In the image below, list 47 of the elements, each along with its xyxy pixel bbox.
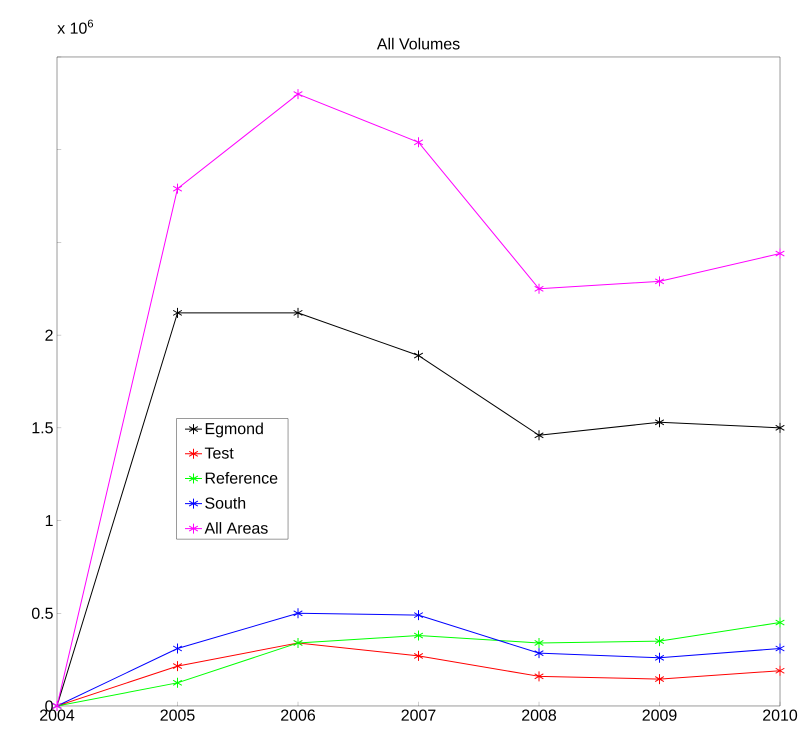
x-tick-label: 2006 <box>281 710 316 721</box>
point <box>414 610 424 621</box>
point <box>775 643 785 654</box>
legend-label: Reference <box>206 472 278 484</box>
point <box>534 670 544 682</box>
point <box>775 248 785 260</box>
x-tick-label: 2009 <box>642 710 676 721</box>
point <box>534 637 544 648</box>
point <box>775 665 785 676</box>
x-tick-label: 2004 <box>40 710 74 721</box>
y-tick-label: 2 <box>45 330 53 341</box>
point <box>654 674 664 685</box>
x-tick-label: 2008 <box>522 710 556 721</box>
y-tick-label: 1 <box>46 515 53 526</box>
legend-label: South <box>205 497 246 509</box>
legend-label: All Areas <box>204 522 268 534</box>
text: x 10$^{6}$ <box>57 20 94 34</box>
legend-label: Egmond <box>206 422 263 438</box>
x-tick-label: 2005 <box>160 710 195 721</box>
x-tick-label: 2010 <box>763 710 798 721</box>
point <box>414 350 424 362</box>
chart-title: All Volumes <box>376 38 460 50</box>
y-tick-label: 1.5 <box>32 422 53 434</box>
y-tick-label: 0.5 <box>32 608 53 619</box>
point <box>293 88 303 100</box>
point <box>293 608 303 619</box>
point <box>172 307 182 318</box>
point <box>414 136 424 148</box>
point <box>534 648 544 659</box>
point <box>534 430 544 441</box>
point <box>775 422 785 434</box>
point <box>654 636 664 647</box>
y-tick-label: 0 <box>45 700 53 712</box>
point <box>172 660 182 672</box>
point <box>775 617 785 628</box>
point <box>534 283 544 294</box>
point <box>172 643 182 654</box>
point <box>414 630 424 642</box>
point <box>414 650 424 662</box>
point <box>172 677 182 688</box>
legend-label: Test <box>204 448 234 459</box>
point <box>654 276 664 287</box>
x-tick-label: 2007 <box>402 710 436 721</box>
point <box>654 652 664 664</box>
point <box>293 307 303 318</box>
point <box>654 416 664 428</box>
point <box>172 183 182 194</box>
